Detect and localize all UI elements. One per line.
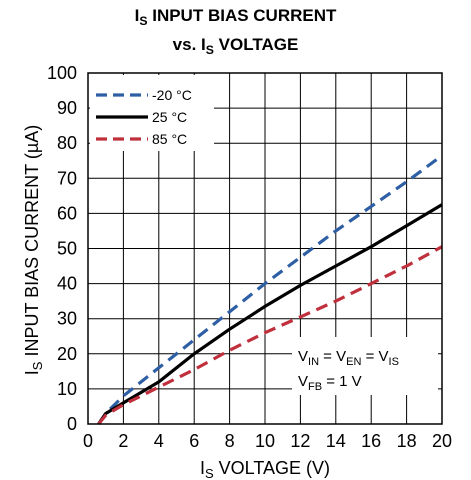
y-tick-label: 30 <box>57 309 77 329</box>
x-tick-label: 14 <box>326 431 346 451</box>
y-tick-labels: 0 10 20 30 40 50 60 70 80 90 100 <box>47 63 77 434</box>
legend-label: -20 °C <box>152 87 192 103</box>
x-axis-label: IS VOLTAGE (V) <box>200 458 330 480</box>
x-tick-label: 12 <box>290 431 310 451</box>
x-tick-label: 10 <box>255 431 275 451</box>
series-lines <box>97 154 443 426</box>
annotation-line-1: VIN = VEN = VIS <box>298 348 399 368</box>
series-line <box>97 245 443 426</box>
y-tick-label: 60 <box>57 203 77 223</box>
conditions-annotation: VIN = VEN = VIS VFB = 1 V <box>292 337 438 395</box>
x-tick-label: 6 <box>189 431 199 451</box>
y-tick-label: 0 <box>67 414 77 434</box>
y-tick-label: 80 <box>57 133 77 153</box>
x-tick-label: 0 <box>83 431 93 451</box>
y-tick-label: 50 <box>57 239 77 259</box>
chart-title-line1: IS INPUT BIAS CURRENT <box>134 6 337 28</box>
series-line <box>97 154 443 425</box>
x-tick-label: 2 <box>118 431 128 451</box>
x-tick-labels: 0 2 4 6 8 10 12 14 16 18 20 <box>83 431 452 451</box>
plot-frame <box>87 72 443 425</box>
x-tick-label: 8 <box>225 431 235 451</box>
y-tick-label: 40 <box>57 274 77 294</box>
y-tick-label: 70 <box>57 168 77 188</box>
chart-title-line2: vs. IS VOLTAGE <box>172 35 299 57</box>
x-tick-label: 16 <box>361 431 381 451</box>
y-tick-label: 10 <box>57 379 77 399</box>
legend-box <box>90 75 214 151</box>
y-tick-label: 20 <box>57 344 77 364</box>
legend: -20 °C 25 °C 85 °C <box>90 75 214 151</box>
x-tick-label: 20 <box>432 431 452 451</box>
y-tick-label: 90 <box>57 98 77 118</box>
y-tick-label: 100 <box>47 63 77 83</box>
annotation-box <box>292 337 438 395</box>
x-tick-label: 4 <box>154 431 164 451</box>
legend-label: 85 °C <box>152 131 187 147</box>
legend-label: 25 °C <box>152 109 187 125</box>
x-tick-label: 18 <box>397 431 417 451</box>
annotation-line-2: VFB = 1 V <box>298 373 362 393</box>
y-axis-label: IS INPUT BIAS CURRENT (µA) <box>22 125 45 375</box>
